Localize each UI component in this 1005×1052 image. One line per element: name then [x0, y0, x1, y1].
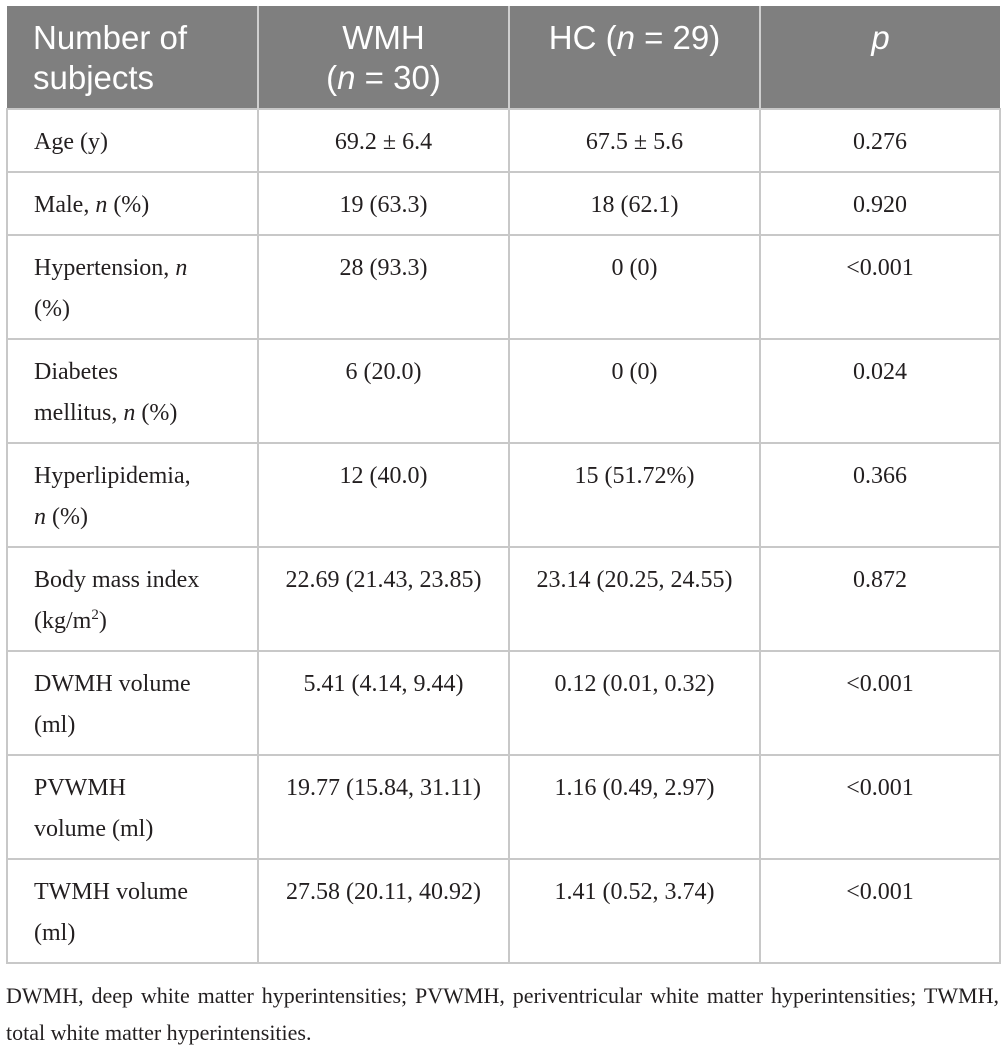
cell-wmh: 69.2 ± 6.4	[257, 108, 510, 173]
header-wmh: WMH (n = 30)	[258, 6, 510, 109]
cell-hc: 23.14 (20.25, 24.55)	[508, 546, 761, 652]
header-wmh-label: WMH	[342, 19, 425, 56]
demographics-table: Number of subjects WMH (n = 30) HC (n = …	[6, 6, 1001, 964]
cell-wmh: 28 (93.3)	[257, 234, 510, 340]
cell-hc: 0.12 (0.01, 0.32)	[508, 650, 761, 756]
label-text: (%)	[46, 504, 88, 530]
row-label-pvwmh: PVWMH volume (ml)	[6, 754, 259, 860]
row-label-bmi: Body mass index (kg/m2)	[6, 546, 259, 652]
cell-p: <0.001	[759, 234, 1001, 340]
table-row: Hyperlipidemia, n (%) 12 (40.0) 15 (51.72…	[6, 442, 1001, 548]
label-text: TWMH volume	[34, 879, 188, 905]
label-n-symbol: n	[95, 192, 108, 218]
label-text: mellitus,	[34, 400, 124, 426]
label-text: (%)	[107, 192, 150, 218]
table-row: DWMH volume (ml) 5.41 (4.14, 9.44) 0.12 (…	[6, 650, 1001, 756]
header-row: Number of subjects WMH (n = 30) HC (n = …	[7, 6, 1000, 109]
cell-wmh: 22.69 (21.43, 23.85)	[257, 546, 510, 652]
table-row: Body mass index (kg/m2) 22.69 (21.43, 23.…	[6, 546, 1001, 652]
table-row: Male, n (%) 19 (63.3) 18 (62.1) 0.920	[6, 171, 1001, 236]
row-label-male: Male, n (%)	[6, 171, 259, 236]
cell-p: <0.001	[759, 754, 1001, 860]
cell-hc: 0 (0)	[508, 234, 761, 340]
label-text: (%)	[135, 400, 178, 426]
header-wmh-n-value: = 30)	[355, 59, 441, 96]
header-wmh-n-symbol: n	[337, 59, 356, 96]
label-n-symbol: n	[34, 504, 46, 530]
table-header: Number of subjects WMH (n = 30) HC (n = …	[7, 6, 1000, 109]
row-label-dwmh: DWMH volume (ml)	[6, 650, 259, 756]
cell-p: <0.001	[759, 650, 1001, 756]
cell-wmh: 19.77 (15.84, 31.11)	[257, 754, 510, 860]
label-text: (ml)	[34, 920, 76, 946]
label-text: Diabetes	[34, 359, 118, 385]
label-text: volume (ml)	[34, 816, 154, 842]
header-hc: HC (n = 29)	[509, 6, 761, 109]
cell-p: 0.872	[759, 546, 1001, 652]
cell-wmh: 6 (20.0)	[257, 338, 510, 444]
table-row: Age (y) 69.2 ± 6.4 67.5 ± 5.6 0.276	[6, 108, 1001, 173]
row-label-twmh: TWMH volume (ml)	[6, 858, 259, 964]
cell-p: <0.001	[759, 858, 1001, 964]
label-text: (%)	[34, 296, 70, 322]
header-hc-label: HC (	[548, 19, 617, 56]
header-number-of-subjects: Number of subjects	[7, 6, 259, 109]
cell-hc: 67.5 ± 5.6	[508, 108, 761, 173]
cell-wmh: 19 (63.3)	[257, 171, 510, 236]
cell-p: 0.366	[759, 442, 1001, 548]
row-label-hyperlipidemia: Hyperlipidemia, n (%)	[6, 442, 259, 548]
label-text: Body mass index	[34, 567, 200, 593]
label-text: Male,	[34, 192, 96, 218]
header-col1-text: Number of subjects	[33, 19, 188, 96]
label-n-symbol: n	[175, 255, 188, 281]
table-row: Diabetes mellitus, n (%) 6 (20.0) 0 (0) 0…	[6, 338, 1001, 444]
cell-hc: 0 (0)	[508, 338, 761, 444]
cell-hc: 15 (51.72%)	[508, 442, 761, 548]
header-p-text: p	[871, 19, 890, 56]
label-text: (ml)	[34, 712, 76, 738]
label-text: (kg/m	[34, 608, 92, 634]
row-label-age: Age (y)	[6, 108, 259, 173]
cell-wmh: 5.41 (4.14, 9.44)	[257, 650, 510, 756]
cell-wmh: 27.58 (20.11, 40.92)	[257, 858, 510, 964]
label-text: PVWMH	[34, 775, 127, 801]
row-label-diabetes: Diabetes mellitus, n (%)	[6, 338, 259, 444]
demographics-table-container: Number of subjects WMH (n = 30) HC (n = …	[6, 6, 1001, 964]
label-text: DWMH volume	[34, 671, 191, 697]
header-p-value: p	[760, 6, 1000, 109]
label-superscript: 2	[91, 607, 99, 623]
cell-p: 0.276	[759, 108, 1001, 173]
cell-hc: 18 (62.1)	[508, 171, 761, 236]
header-hc-n-symbol: n	[616, 19, 635, 56]
header-hc-n-value: = 29)	[634, 19, 721, 56]
cell-hc: 1.41 (0.52, 3.74)	[508, 858, 761, 964]
label-text: )	[98, 608, 107, 634]
table-row: Hypertension, n (%) 28 (93.3) 0 (0) <0.0…	[6, 234, 1001, 340]
table-row: TWMH volume (ml) 27.58 (20.11, 40.92) 1.4…	[6, 858, 1001, 964]
cell-p: 0.024	[759, 338, 1001, 444]
cell-p: 0.920	[759, 171, 1001, 236]
header-wmh-n-open: (	[326, 59, 338, 96]
table-row: PVWMH volume (ml) 19.77 (15.84, 31.11) 1.…	[6, 754, 1001, 860]
label-text: Hypertension,	[34, 255, 176, 281]
cell-wmh: 12 (40.0)	[257, 442, 510, 548]
row-label-hypertension: Hypertension, n (%)	[6, 234, 259, 340]
table-body: Age (y) 69.2 ± 6.4 67.5 ± 5.6 0.276 Male…	[6, 108, 1001, 964]
label-n-symbol: n	[123, 400, 136, 426]
cell-hc: 1.16 (0.49, 2.97)	[508, 754, 761, 860]
table-footnote: DWMH, deep white matter hyperintensities…	[6, 983, 999, 1045]
label-text: Hyperlipidemia,	[34, 463, 191, 489]
